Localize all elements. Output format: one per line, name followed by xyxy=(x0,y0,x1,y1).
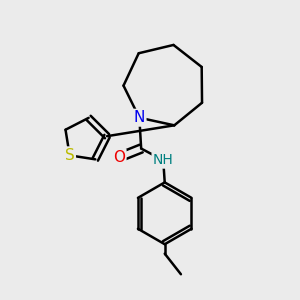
Text: N: N xyxy=(134,110,145,125)
Text: NH: NH xyxy=(153,153,174,167)
Text: S: S xyxy=(65,148,74,163)
Text: O: O xyxy=(113,150,125,165)
